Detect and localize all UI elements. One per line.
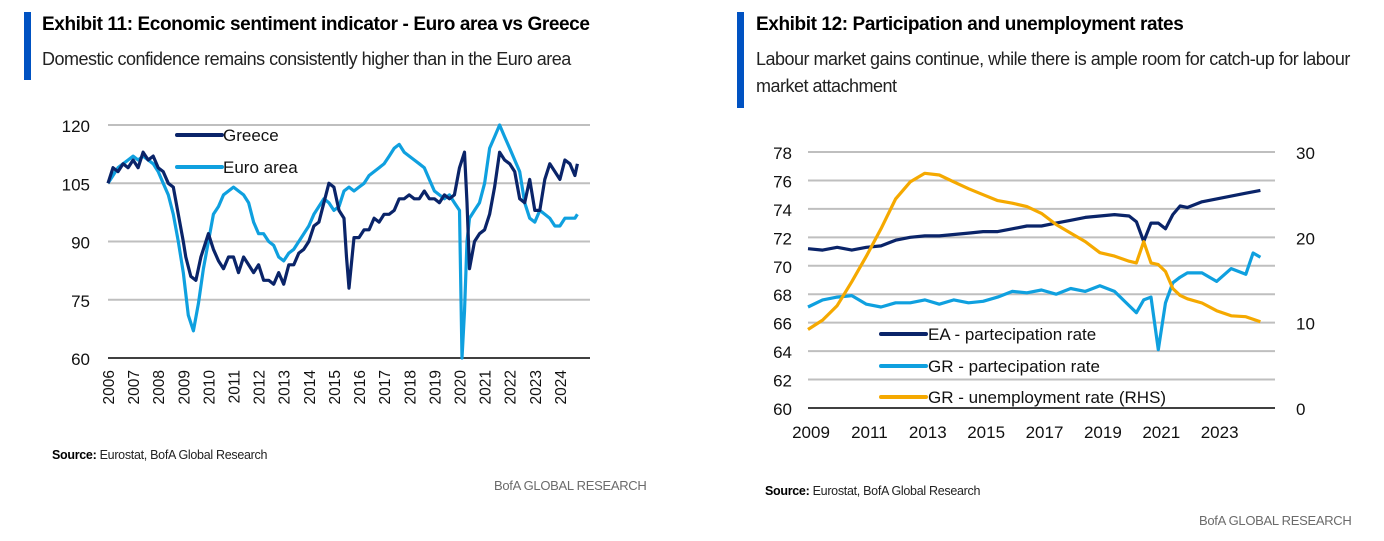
y-tick-label: 105	[62, 175, 90, 194]
x-tick-label: 2021	[478, 370, 495, 404]
y2-tick-label: 20	[1296, 229, 1315, 248]
x-tick-label: 2013	[277, 370, 294, 404]
x-tick-label: 2017	[377, 370, 394, 404]
y-tick-label: 74	[773, 201, 792, 220]
x-tick-label: 2021	[1142, 423, 1180, 442]
x-tick-label: 2006	[101, 370, 118, 404]
x-tick-label: 2020	[452, 370, 469, 405]
legend-label: GR - unemployment rate (RHS)	[928, 388, 1166, 407]
x-tick-label: 2015	[967, 423, 1005, 442]
x-tick-label: 2011	[227, 370, 244, 403]
exhibit-11-title: Exhibit 11: Economic sentiment indicator…	[42, 14, 590, 35]
y-tick-label: 60	[71, 350, 90, 369]
x-tick-label: 2024	[553, 370, 570, 405]
x-tick-label: 2016	[352, 370, 369, 404]
x-tick-label: 2007	[126, 370, 143, 404]
x-tick-label: 2022	[503, 370, 520, 404]
x-tick-label: 2012	[252, 370, 269, 404]
y-tick-label: 62	[773, 372, 792, 391]
exhibit-12-source-text: Eurostat, BofA Global Research	[809, 484, 981, 498]
x-tick-label: 2017	[1026, 423, 1064, 442]
exhibit-11-brand: BofA GLOBAL RESEARCH	[494, 478, 647, 493]
x-tick-label: 2009	[176, 370, 193, 404]
x-tick-label: 2011	[851, 423, 888, 442]
series-line-euro-area	[106, 123, 579, 360]
series-line-gr-partecipation-rate	[807, 251, 1262, 352]
legend-label: EA - partecipation rate	[928, 325, 1096, 344]
exhibit-11-chart: 60 75 90 105 120 2006 2007 2008 2009 2010 2011 2012…	[62, 117, 590, 405]
series-line-gr-unemployment-rate-rhs	[807, 171, 1261, 331]
y-tick-label: 90	[71, 234, 90, 253]
exhibit-12-source-label: Source:	[765, 484, 810, 498]
exhibit-12-source: Source: Eurostat, BofA Global Research	[765, 484, 980, 498]
series-line-ea-partecipation-rate	[807, 188, 1261, 252]
exhibit-11-source-label: Source:	[52, 448, 97, 462]
exhibit-11-source: Source: Eurostat, BofA Global Research	[52, 448, 267, 462]
x-tick-label: 2019	[427, 370, 444, 404]
exhibit-12-panel: Exhibit 12: Participation and unemployme…	[692, 0, 1384, 541]
exhibit-11-source-text: Eurostat, BofA Global Research	[96, 448, 268, 462]
legend-label: Greece	[223, 126, 279, 145]
exhibit-12-chart: 60 62 64 66 68 70 72 74 76 78 0 10 20 30 2009 2011 2013 2…	[773, 144, 1315, 442]
y2-tick-label: 0	[1296, 400, 1305, 419]
x-tick-label: 2018	[402, 370, 419, 404]
y-tick-label: 66	[773, 315, 792, 334]
exhibit-11-accent-bar	[24, 12, 31, 80]
x-tick-label: 2010	[201, 370, 218, 405]
legend-label: GR - partecipation rate	[928, 357, 1100, 376]
y-tick-label: 75	[71, 292, 90, 311]
exhibit-12-title: Exhibit 12: Participation and unemployme…	[756, 14, 1184, 35]
x-tick-label: 2023	[1201, 423, 1239, 442]
y-tick-label: 78	[773, 144, 792, 163]
x-tick-label: 2009	[792, 423, 830, 442]
y-tick-label: 70	[773, 258, 792, 277]
y-tick-label: 72	[773, 229, 792, 248]
y-tick-label: 60	[773, 400, 792, 419]
y2-tick-label: 10	[1296, 315, 1315, 334]
y-tick-label: 68	[773, 286, 792, 305]
exhibit-12-brand: BofA GLOBAL RESEARCH	[1199, 513, 1352, 528]
y-tick-label: 76	[773, 172, 792, 191]
exhibit-12-subtitle: Labour market gains continue, while ther…	[756, 49, 1350, 96]
y-tick-label: 64	[773, 343, 792, 362]
series-line-greece	[106, 150, 579, 290]
x-tick-label: 2015	[327, 370, 344, 404]
x-tick-label: 2014	[302, 370, 319, 405]
exhibit-12-accent-bar	[737, 12, 744, 108]
x-tick-label: 2019	[1084, 423, 1122, 442]
x-tick-label: 2023	[528, 370, 545, 404]
x-tick-label: 2008	[151, 370, 168, 404]
y2-tick-label: 30	[1296, 144, 1315, 163]
exhibit-11-panel: Exhibit 11: Economic sentiment indicator…	[0, 0, 690, 541]
legend-label: Euro area	[223, 158, 298, 177]
exhibit-11-subtitle: Domestic confidence remains consistently…	[42, 49, 571, 69]
x-tick-label: 2013	[909, 423, 947, 442]
y-tick-label: 120	[62, 117, 90, 136]
